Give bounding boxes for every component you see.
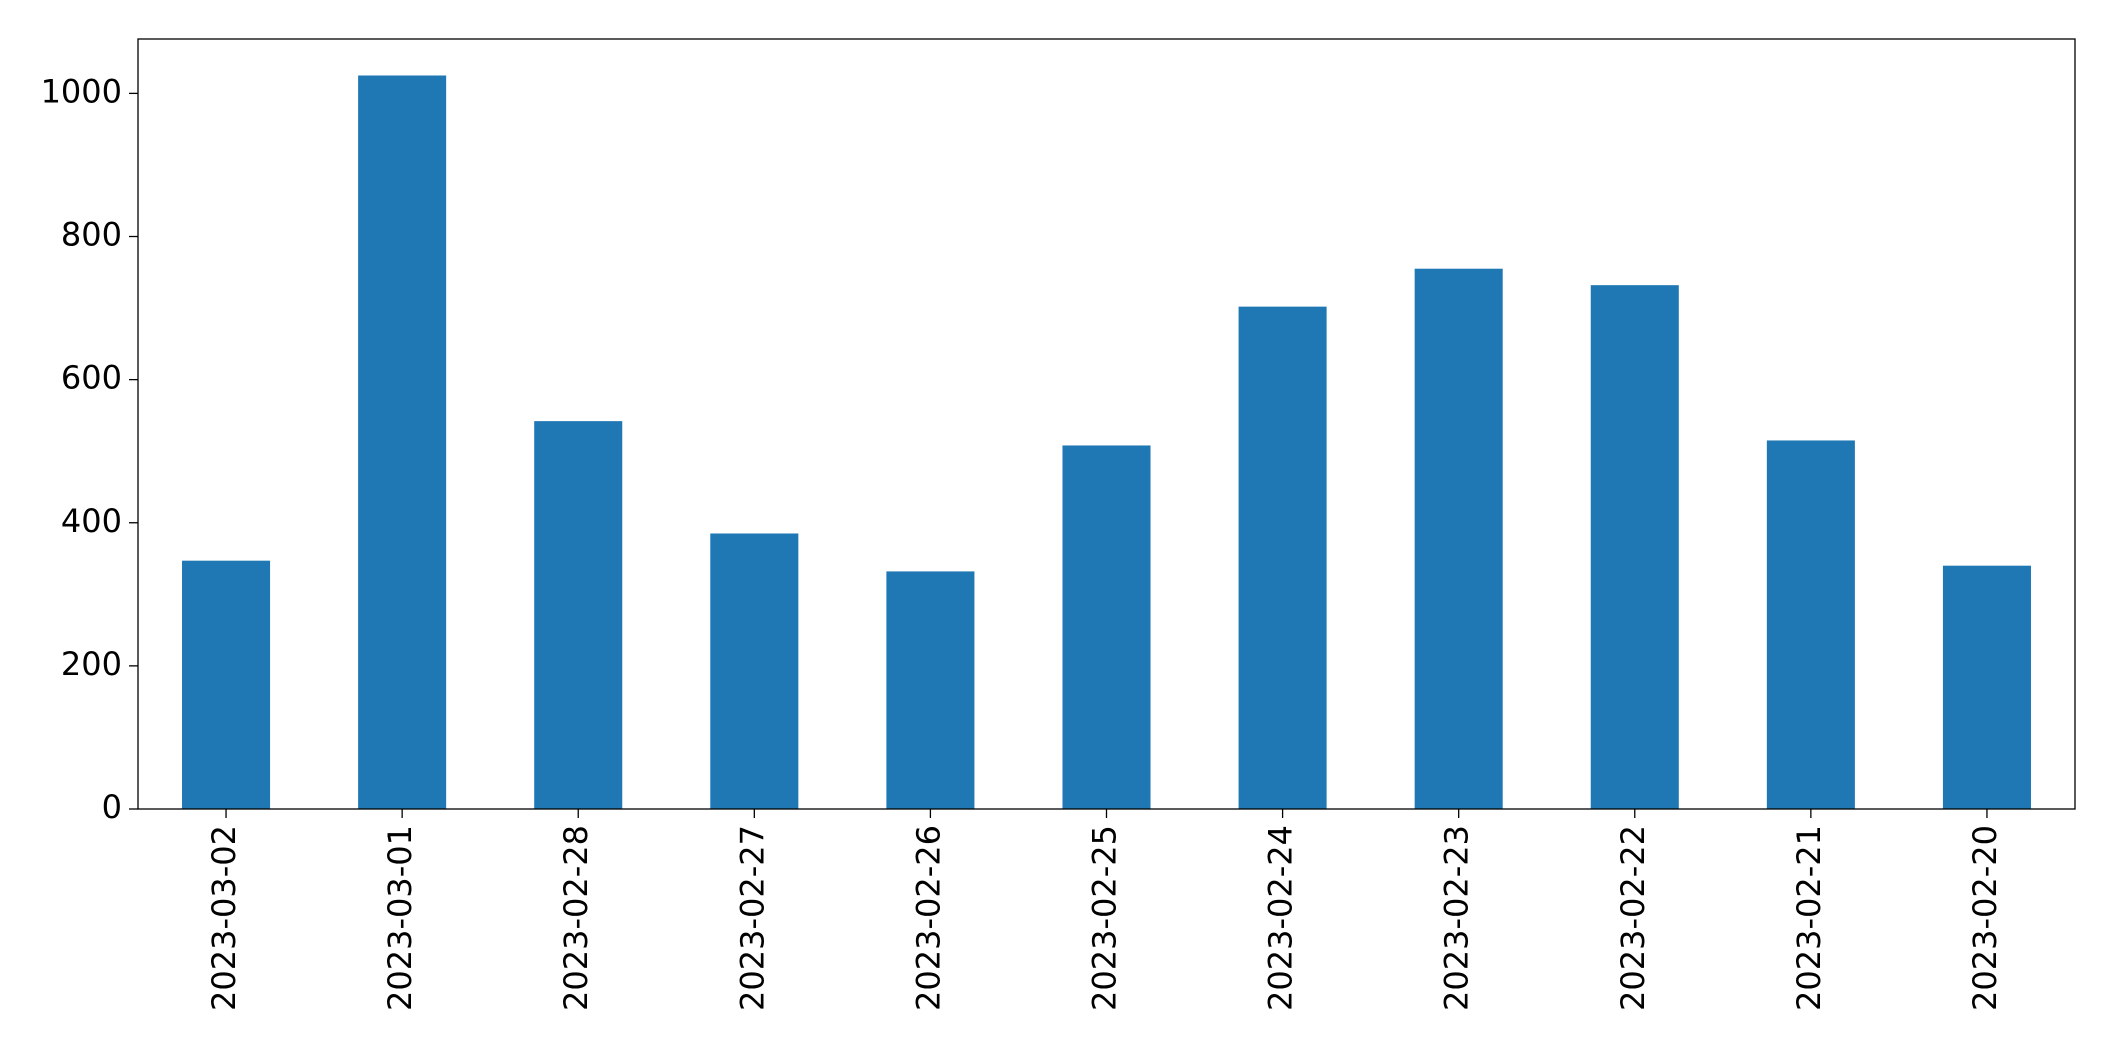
x-tick-label: 2023-02-20 (1966, 825, 2004, 1011)
y-tick-label: 200 (61, 645, 122, 683)
x-tick-label: 2023-03-01 (381, 825, 419, 1011)
bar (886, 571, 975, 809)
bar (1414, 268, 1503, 809)
y-tick-label: 1000 (41, 72, 122, 110)
y-tick-label: 600 (61, 359, 122, 397)
plot-frame (137, 38, 2076, 810)
x-tick-label: 2023-02-22 (1614, 825, 1652, 1011)
bar (534, 421, 623, 809)
bar (1238, 306, 1327, 809)
x-tick-label: 2023-03-02 (205, 825, 243, 1011)
bar (182, 560, 271, 809)
bar (1590, 285, 1679, 809)
bar (358, 75, 447, 810)
y-tick-label: 400 (61, 502, 122, 540)
x-tick-label: 2023-02-24 (1262, 825, 1300, 1011)
x-tick-label: 2023-02-23 (1438, 825, 1476, 1011)
x-tick-label: 2023-02-21 (1790, 825, 1828, 1011)
y-tick-label: 0 (102, 788, 122, 826)
bar (1766, 440, 1855, 809)
x-tick-label: 2023-02-26 (909, 825, 947, 1011)
x-tick-label: 2023-02-25 (1086, 825, 1124, 1011)
x-tick-label: 2023-02-27 (733, 825, 771, 1011)
bar (1062, 445, 1151, 809)
y-tick-label: 800 (61, 216, 122, 254)
bar (710, 533, 799, 809)
x-tick-label: 2023-02-28 (557, 825, 595, 1011)
bar (1942, 565, 2031, 809)
